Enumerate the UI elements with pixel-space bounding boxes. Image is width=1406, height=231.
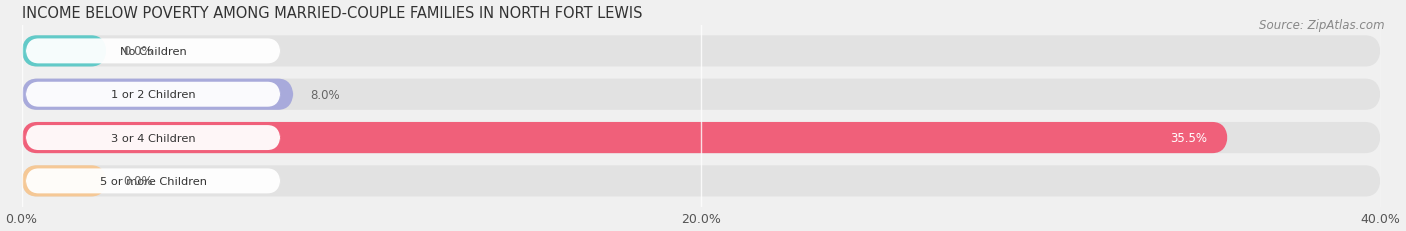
FancyBboxPatch shape bbox=[21, 36, 1381, 67]
Text: 0.0%: 0.0% bbox=[124, 175, 153, 188]
FancyBboxPatch shape bbox=[21, 166, 107, 197]
Text: 35.5%: 35.5% bbox=[1170, 131, 1208, 144]
Text: 8.0%: 8.0% bbox=[311, 88, 340, 101]
FancyBboxPatch shape bbox=[25, 169, 280, 194]
FancyBboxPatch shape bbox=[21, 122, 1381, 153]
FancyBboxPatch shape bbox=[21, 166, 1381, 197]
FancyBboxPatch shape bbox=[21, 36, 107, 67]
Text: INCOME BELOW POVERTY AMONG MARRIED-COUPLE FAMILIES IN NORTH FORT LEWIS: INCOME BELOW POVERTY AMONG MARRIED-COUPL… bbox=[21, 6, 643, 21]
FancyBboxPatch shape bbox=[21, 122, 1227, 153]
Text: 1 or 2 Children: 1 or 2 Children bbox=[111, 90, 195, 100]
Text: 5 or more Children: 5 or more Children bbox=[100, 176, 207, 186]
FancyBboxPatch shape bbox=[21, 79, 1381, 110]
FancyBboxPatch shape bbox=[25, 82, 280, 107]
Text: No Children: No Children bbox=[120, 47, 187, 57]
FancyBboxPatch shape bbox=[21, 79, 294, 110]
Text: 0.0%: 0.0% bbox=[124, 45, 153, 58]
Text: Source: ZipAtlas.com: Source: ZipAtlas.com bbox=[1260, 18, 1385, 31]
FancyBboxPatch shape bbox=[25, 39, 280, 64]
FancyBboxPatch shape bbox=[25, 125, 280, 150]
Text: 3 or 4 Children: 3 or 4 Children bbox=[111, 133, 195, 143]
